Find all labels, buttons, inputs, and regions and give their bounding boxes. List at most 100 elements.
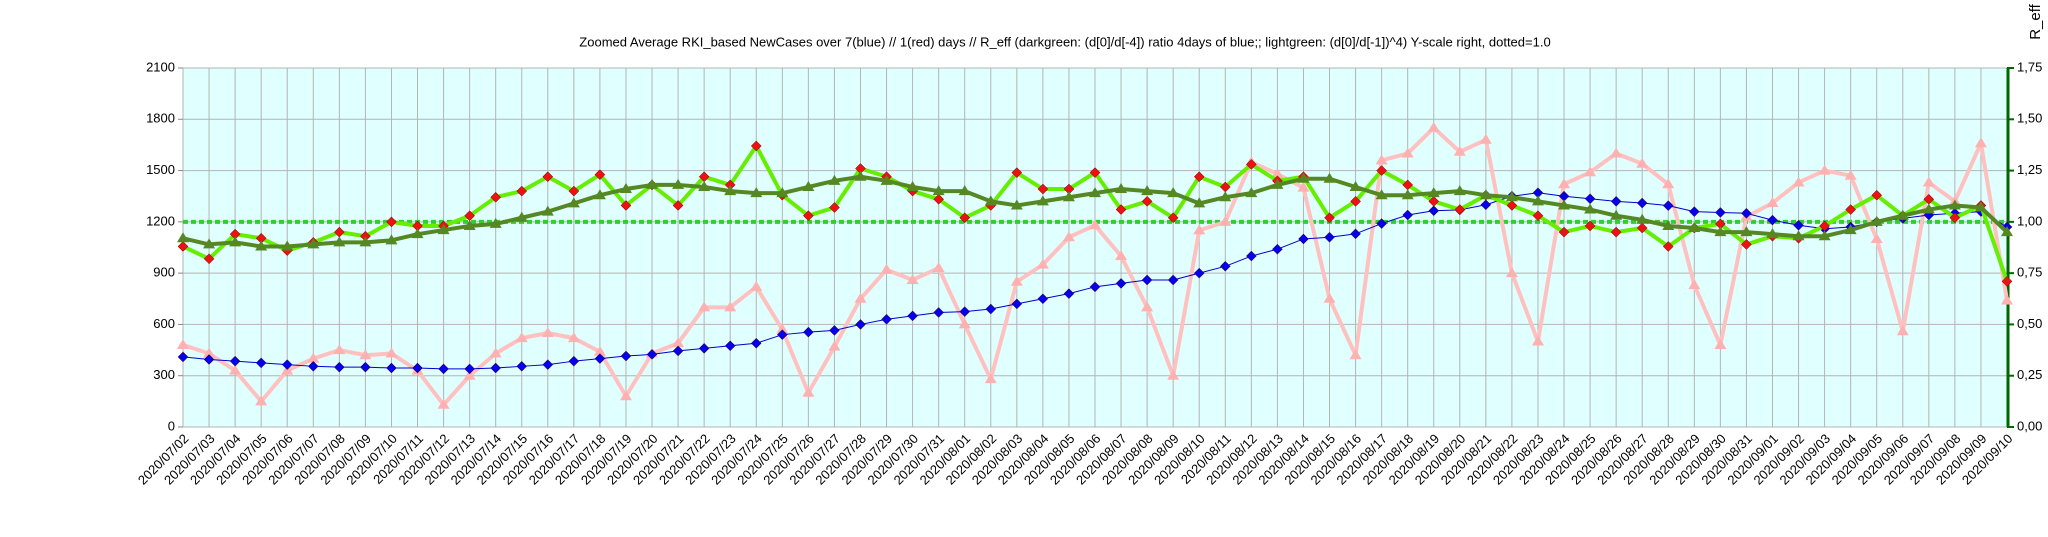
marker xyxy=(1741,239,1752,250)
marker xyxy=(1974,201,1987,212)
marker xyxy=(1558,226,1570,238)
marker xyxy=(776,187,789,198)
marker xyxy=(672,345,684,357)
marker xyxy=(828,174,841,185)
marker xyxy=(1766,197,1779,208)
marker xyxy=(1141,301,1154,312)
marker xyxy=(959,306,971,317)
y2-tick-label: 1,75 xyxy=(2017,59,2042,74)
marker xyxy=(724,340,736,352)
marker xyxy=(2001,275,2013,287)
marker xyxy=(855,319,866,330)
marker xyxy=(933,307,945,318)
marker xyxy=(1115,278,1127,289)
marker xyxy=(2001,294,2013,305)
marker xyxy=(880,263,893,274)
marker xyxy=(1350,228,1361,240)
marker xyxy=(1948,199,1961,210)
marker xyxy=(333,236,346,247)
marker xyxy=(1193,171,1205,183)
marker xyxy=(1767,214,1778,226)
marker xyxy=(906,180,919,191)
marker xyxy=(1896,209,1909,220)
marker xyxy=(1741,207,1752,219)
marker xyxy=(1558,178,1571,189)
marker xyxy=(1531,195,1544,206)
marker xyxy=(1297,181,1310,192)
marker xyxy=(881,313,892,325)
marker xyxy=(803,210,814,222)
marker xyxy=(386,362,397,374)
marker xyxy=(541,205,554,216)
marker xyxy=(594,169,606,181)
y2-tick-label: 0,25 xyxy=(2017,367,2042,382)
marker xyxy=(1245,250,1257,262)
y2-tick-label: 1,50 xyxy=(2017,111,2042,126)
marker xyxy=(386,216,397,228)
marker xyxy=(203,354,215,365)
marker xyxy=(1375,189,1388,200)
marker xyxy=(646,178,659,189)
marker xyxy=(1454,204,1466,215)
marker xyxy=(1037,293,1049,305)
marker xyxy=(1193,224,1206,235)
y2-tick-label: 0,75 xyxy=(2017,265,2042,280)
marker xyxy=(1141,195,1153,207)
marker xyxy=(438,363,449,375)
marker xyxy=(594,353,606,364)
marker xyxy=(1193,197,1206,208)
marker xyxy=(880,174,893,185)
marker xyxy=(829,325,840,336)
marker xyxy=(1844,224,1857,235)
marker xyxy=(724,185,737,196)
marker xyxy=(1141,185,1154,196)
marker xyxy=(1245,187,1258,198)
marker xyxy=(1974,137,1987,148)
marker xyxy=(463,369,476,380)
marker xyxy=(1036,195,1049,206)
marker xyxy=(854,170,867,181)
marker xyxy=(1896,325,1909,336)
marker xyxy=(1010,199,1023,210)
marker xyxy=(516,360,528,372)
marker xyxy=(1402,209,1414,221)
marker xyxy=(619,183,632,194)
marker xyxy=(1792,230,1805,241)
marker xyxy=(803,326,814,338)
marker xyxy=(1818,164,1831,175)
marker xyxy=(1428,195,1440,207)
marker xyxy=(1479,189,1492,200)
marker xyxy=(620,200,632,211)
marker xyxy=(1167,274,1179,286)
marker xyxy=(750,187,763,198)
marker xyxy=(1062,231,1075,242)
marker xyxy=(307,238,320,249)
marker xyxy=(984,195,997,206)
marker xyxy=(255,240,268,251)
marker xyxy=(203,253,215,265)
y-tick-label: 300 xyxy=(153,367,175,382)
marker xyxy=(1531,335,1544,346)
marker xyxy=(1922,176,1935,187)
marker xyxy=(1715,207,1726,218)
marker xyxy=(593,189,606,200)
marker xyxy=(177,338,189,349)
marker xyxy=(281,359,293,370)
y-tick-label: 600 xyxy=(153,316,175,331)
marker xyxy=(1011,298,1023,310)
marker xyxy=(1949,212,1961,224)
marker xyxy=(829,202,840,213)
marker xyxy=(1610,147,1623,158)
marker xyxy=(1453,145,1466,156)
chart-title: Zoomed Average RKI_based NewCases over 7… xyxy=(579,34,1550,49)
marker xyxy=(1428,205,1440,217)
marker xyxy=(1427,121,1440,132)
marker xyxy=(776,323,789,334)
marker xyxy=(1036,258,1049,269)
marker xyxy=(1662,219,1675,230)
marker xyxy=(229,364,242,375)
marker xyxy=(1167,187,1180,198)
marker xyxy=(1219,260,1231,272)
marker xyxy=(490,362,502,374)
